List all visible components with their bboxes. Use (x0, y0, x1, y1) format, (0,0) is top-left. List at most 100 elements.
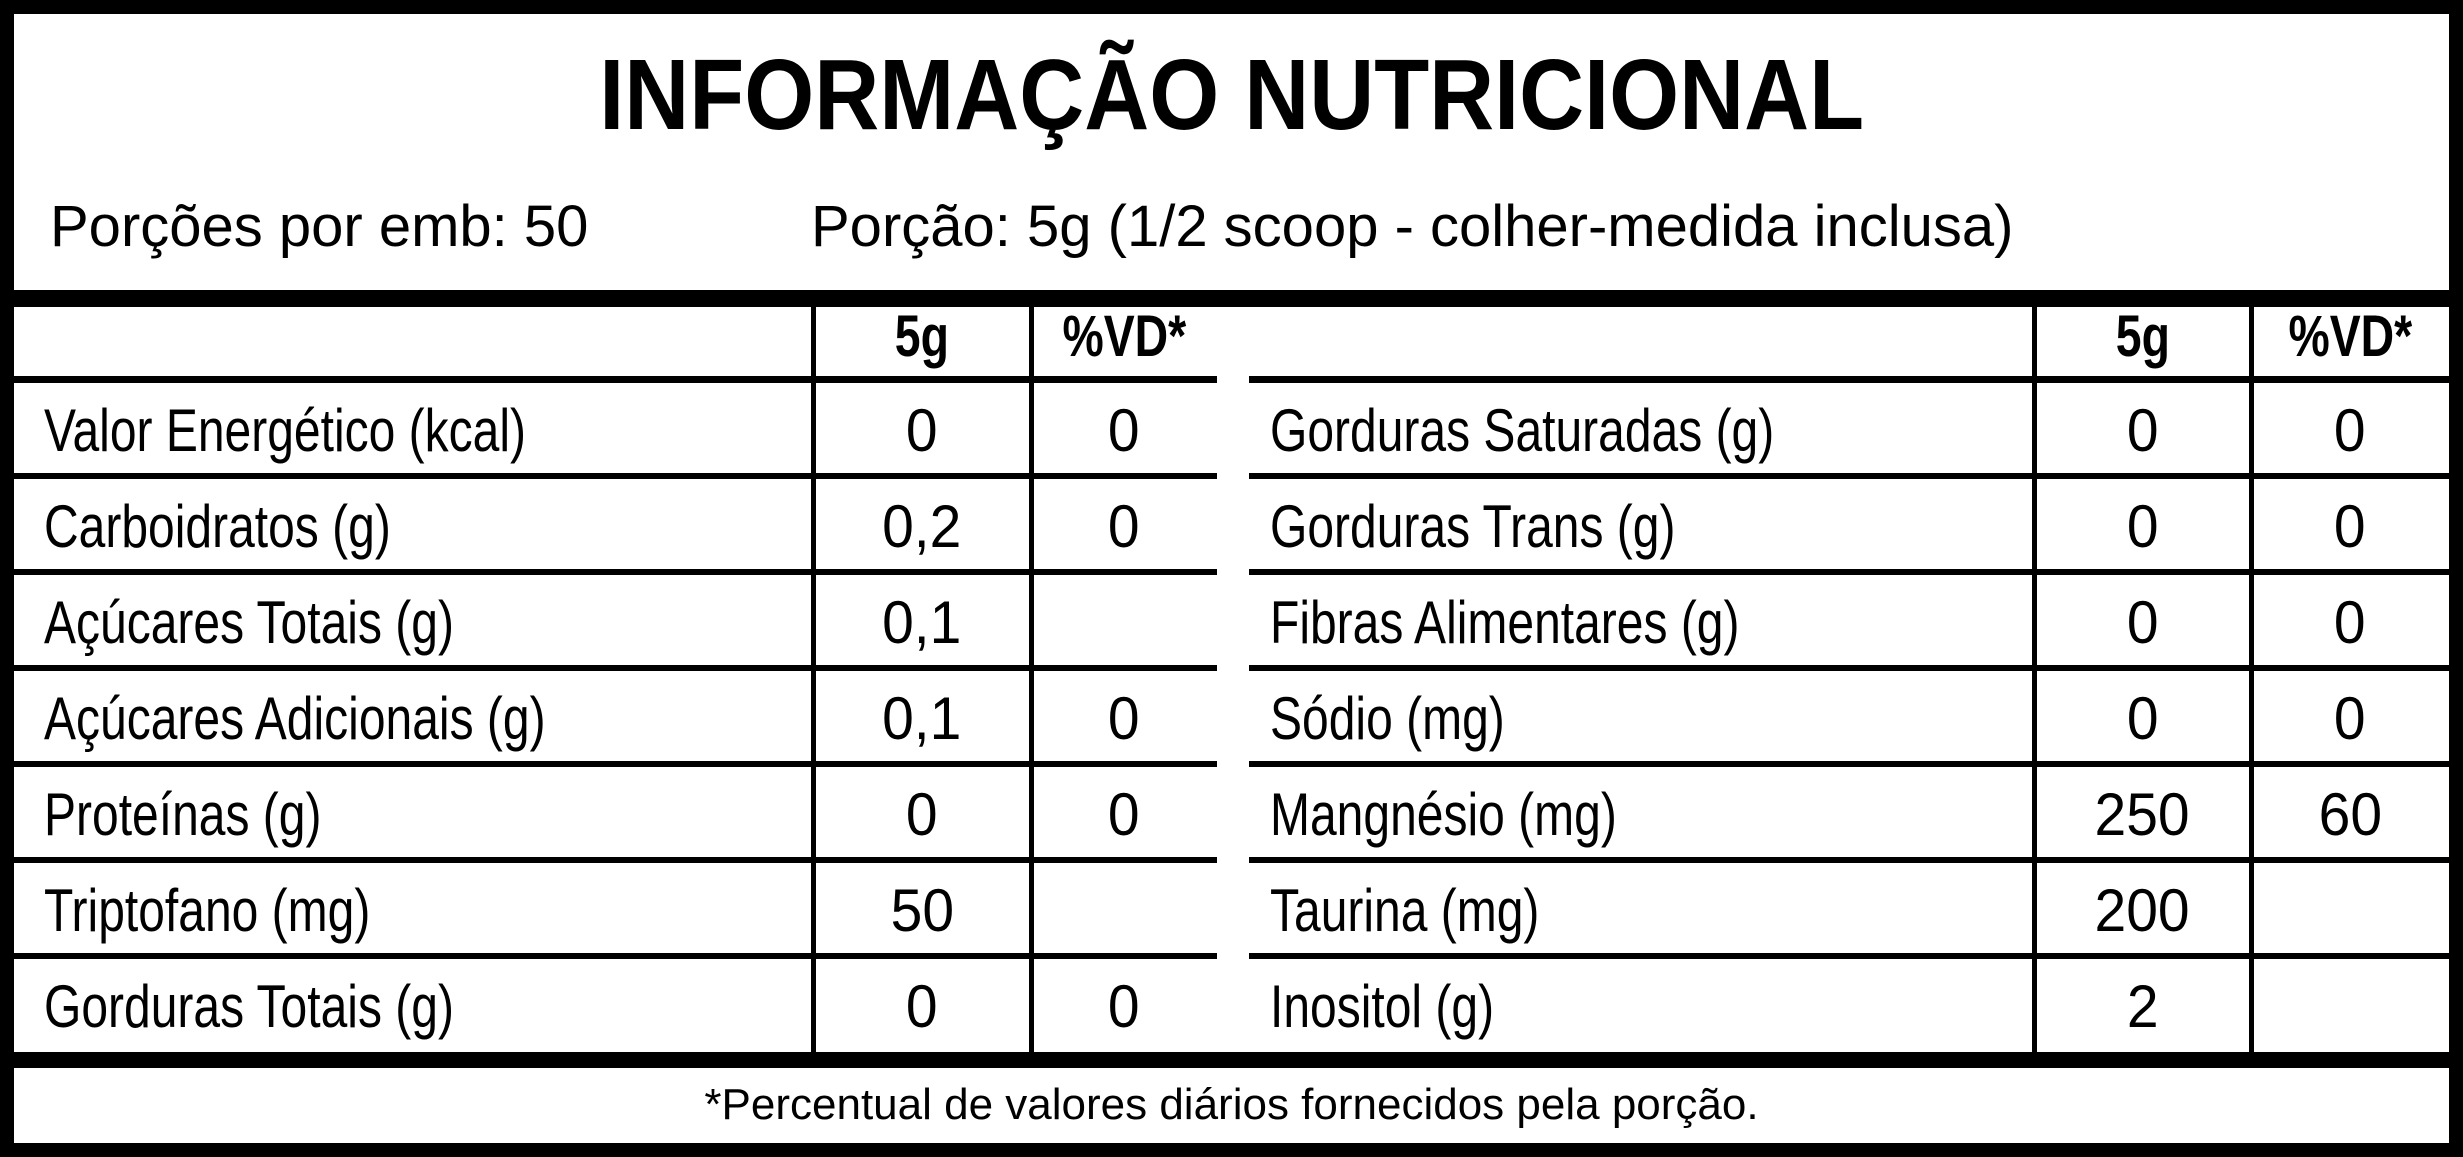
nutrient-dv-text: 60 (2318, 781, 2382, 848)
nutrient-amount: 50 (813, 863, 1031, 959)
nutrient-amount: 250 (2034, 767, 2251, 863)
column-divider (1029, 307, 1034, 1052)
nutrient-dv: 0 (1031, 383, 1217, 479)
nutrient-name: Fibras Alimentares (g) (1270, 575, 2024, 671)
nutrient-dv-text: 0 (2334, 589, 2366, 656)
nutrient-name: Mangnésio (mg) (1270, 767, 2024, 863)
nutrient-amount: 0 (813, 383, 1031, 479)
nutrient-name-text: Gorduras Saturadas (g) (1270, 397, 1775, 464)
nutrient-dv-text: 0 (2334, 685, 2366, 752)
nutrient-amount: 200 (2034, 863, 2251, 959)
row-divider (14, 857, 1217, 863)
nutrient-amount: 2 (2034, 959, 2251, 1055)
row-divider (14, 953, 1217, 959)
row-divider (1249, 665, 2449, 671)
nutrient-amount: 0 (2034, 575, 2251, 671)
nutrient-name-text: Gorduras Totais (g) (44, 973, 454, 1040)
row-divider (14, 665, 1217, 671)
nutrient-amount: 0 (2034, 383, 2251, 479)
nutrient-amount-text: 0 (2126, 493, 2159, 560)
nutrient-dv (1031, 863, 1217, 959)
nutrient-name-text: Valor Energético (kcal) (44, 397, 526, 464)
footnote: *Percentual de valores diários fornecido… (704, 1080, 1759, 1129)
divider-bottom (0, 1052, 2463, 1068)
nutrient-name: Gorduras Totais (g) (44, 959, 803, 1055)
header-dv: %VD* (2251, 294, 2449, 380)
nutrient-amount-text: 0,1 (882, 589, 962, 656)
nutrient-dv (1031, 575, 1217, 671)
nutrient-name: Sódio (mg) (1270, 671, 2024, 767)
nutrient-amount: 0 (813, 767, 1031, 863)
nutrient-dv: 60 (2251, 767, 2449, 863)
nutrient-amount-text: 0 (906, 781, 938, 848)
nutrient-dv: 0 (2251, 479, 2449, 575)
nutrient-amount-text: 0 (2126, 685, 2159, 752)
nutrient-name-text: Sódio (mg) (1270, 685, 1505, 752)
nutrient-name: Carboidratos (g) (44, 479, 803, 575)
row-divider (14, 376, 1217, 383)
nutrient-name-text: Taurina (mg) (1270, 877, 1540, 944)
row-divider (1249, 857, 2449, 863)
nutrient-name-text: Carboidratos (g) (44, 493, 391, 560)
header-amount-text: 5g (894, 304, 950, 369)
nutrient-amount-text: 0,2 (882, 493, 962, 560)
nutrient-name: Gorduras Saturadas (g) (1270, 383, 2024, 479)
nutrient-name: Gorduras Trans (g) (1270, 479, 2024, 575)
nutrient-amount-text: 200 (2094, 877, 2191, 944)
nutrient-dv: 0 (2251, 671, 2449, 767)
header-dv-text: %VD* (2288, 304, 2412, 369)
nutrient-name-text: Fibras Alimentares (g) (1270, 589, 1740, 656)
nutrient-amount: 0 (2034, 479, 2251, 575)
nutrient-name-text: Gorduras Trans (g) (1270, 493, 1676, 560)
nutrient-dv-text: 0 (1108, 781, 1140, 848)
nutrient-dv: 0 (1031, 671, 1217, 767)
nutrient-amount-text: 2 (2126, 973, 2159, 1040)
nutrient-name: Taurina (mg) (1270, 863, 2024, 959)
nutrient-amount-text: 0 (906, 397, 938, 464)
nutrient-name-text: Triptofano (mg) (44, 877, 371, 944)
row-divider (1249, 569, 2449, 575)
nutrient-name-text: Inositol (g) (1270, 973, 1495, 1040)
nutrient-dv-text: 0 (2334, 493, 2366, 560)
header-amount-text: 5g (2115, 304, 2170, 369)
title-text: INFORMAÇÃO NUTRICIONAL (599, 39, 1864, 151)
nutrient-dv (2251, 959, 2449, 1055)
nutrient-amount: 0 (813, 959, 1031, 1055)
divider-top (0, 290, 2463, 307)
header-amount: 5g (813, 294, 1031, 380)
nutrient-name: Proteínas (g) (44, 767, 803, 863)
serving-size: Porção: 5g (1/2 scoop - colher-medida in… (811, 194, 2014, 259)
row-divider (1249, 473, 2449, 479)
column-divider (811, 307, 816, 1052)
page-title: INFORMAÇÃO NUTRICIONAL (0, 40, 2463, 150)
nutrient-name-text: Proteínas (g) (44, 781, 322, 848)
header-amount: 5g (2034, 294, 2251, 380)
nutrient-name: Triptofano (mg) (44, 863, 803, 959)
nutrient-dv: 0 (2251, 575, 2449, 671)
row-divider (1249, 376, 2449, 383)
nutrient-amount-text: 0 (906, 973, 938, 1040)
nutrient-name: Inositol (g) (1270, 959, 2024, 1055)
nutrient-name: Açúcares Adicionais (g) (44, 671, 803, 767)
nutrient-dv: 0 (1031, 767, 1217, 863)
nutrient-dv: 0 (1031, 959, 1217, 1055)
nutrient-dv-text: 0 (1108, 397, 1140, 464)
row-divider (14, 569, 1217, 575)
nutrient-amount: 0,1 (813, 671, 1031, 767)
nutrient-name: Açúcares Totais (g) (44, 575, 803, 671)
row-divider (1249, 761, 2449, 767)
nutrient-amount-text: 50 (890, 877, 954, 944)
row-divider (1249, 953, 2449, 959)
column-divider (2032, 307, 2037, 1052)
column-divider (2249, 307, 2254, 1052)
nutrient-amount: 0,1 (813, 575, 1031, 671)
nutrient-dv: 0 (2251, 383, 2449, 479)
nutrient-name-text: Mangnésio (mg) (1270, 781, 1617, 848)
row-divider (14, 761, 1217, 767)
nutrient-amount-text: 250 (2094, 781, 2191, 848)
nutrient-name-text: Açúcares Adicionais (g) (44, 685, 546, 752)
nutrient-amount: 0 (2034, 671, 2251, 767)
nutrient-amount-text: 0 (2126, 589, 2159, 656)
servings-per-package: Porções por emb: 50 (50, 194, 589, 259)
